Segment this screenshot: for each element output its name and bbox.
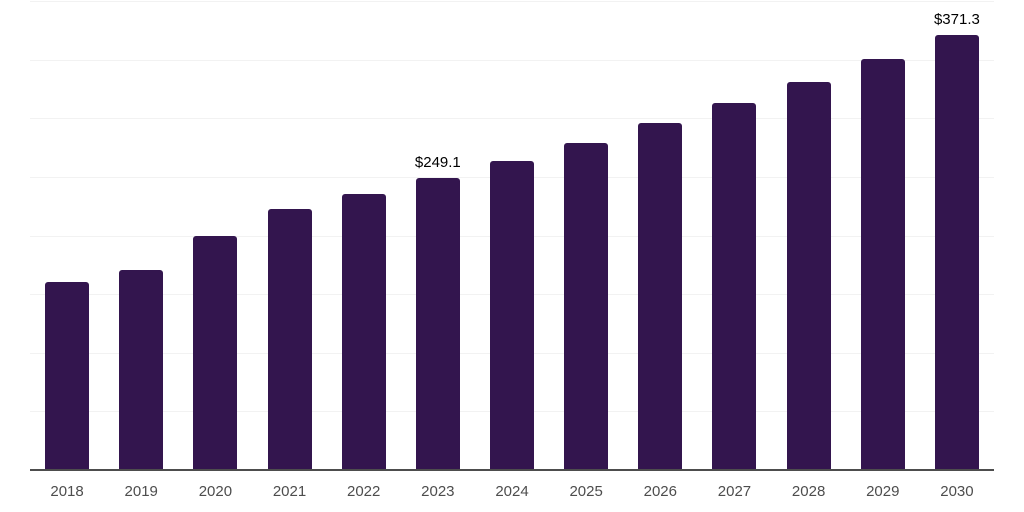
data-label-2023: $249.1 [414, 153, 461, 171]
x-tick-label-2021: 2021 [272, 483, 307, 500]
gridline [30, 1, 994, 2]
bar-2030 [934, 34, 979, 470]
bar-2021 [267, 209, 312, 470]
x-tick-label-2019: 2019 [124, 483, 158, 500]
x-tick-label-2027: 2027 [717, 483, 752, 500]
gridline [30, 59, 994, 61]
bar-2025 [564, 142, 609, 470]
bar-2018 [45, 281, 90, 470]
x-tick-label-2022: 2022 [347, 483, 381, 500]
bar-2029 [860, 58, 905, 470]
bar-2027 [712, 103, 757, 470]
bar-2026 [638, 123, 683, 470]
x-tick-label-2025: 2025 [569, 483, 603, 500]
bar-2023 [415, 177, 460, 470]
data-label-2030: $371.3 [933, 10, 980, 28]
x-axis-line [30, 469, 994, 471]
bar-2028 [786, 81, 831, 470]
x-tick-label-2030: 2030 [940, 483, 974, 500]
bar-2022 [341, 193, 386, 470]
x-tick-label-2029: 2029 [866, 483, 900, 500]
x-tick-label-2023: 2023 [421, 483, 455, 500]
x-tick-label-2024: 2024 [495, 483, 529, 500]
x-tick-label-2026: 2026 [643, 483, 677, 500]
bar-2024 [490, 160, 534, 470]
bar-2020 [193, 235, 238, 470]
x-tick-label-2020: 2020 [198, 483, 233, 500]
x-tick-label-2018: 2018 [50, 483, 84, 500]
x-tick-label-2028: 2028 [791, 483, 826, 500]
gridline [30, 118, 994, 120]
bar-2019 [119, 269, 164, 470]
